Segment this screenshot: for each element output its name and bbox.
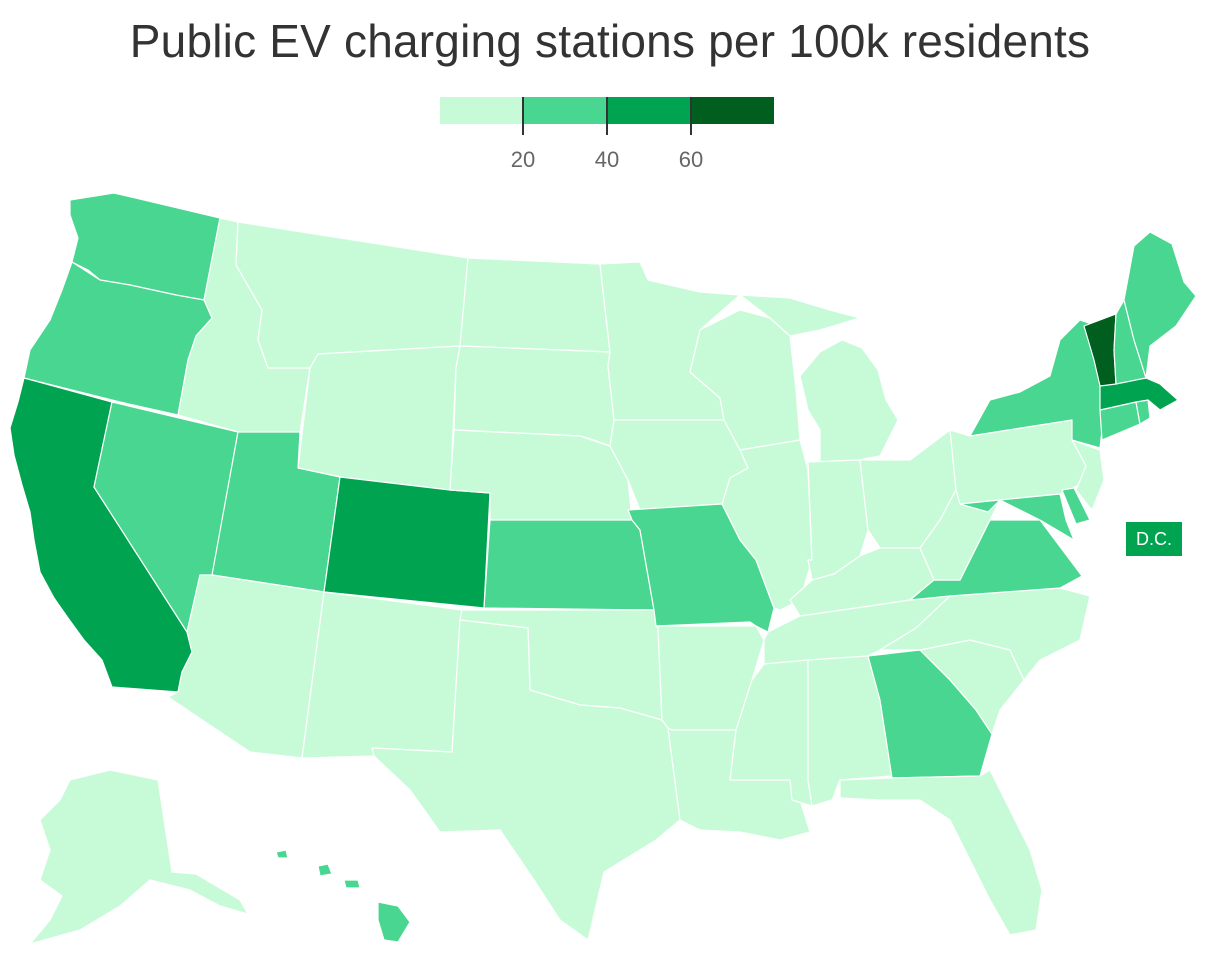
state-ak[interactable]	[29, 769, 249, 945]
state-co[interactable]	[323, 476, 491, 609]
legend-tick-20	[522, 97, 524, 135]
color-legend: 20 40 60	[440, 97, 774, 177]
legend-bin-40-60	[607, 97, 691, 124]
map-title: Public EV charging stations per 100k res…	[129, 15, 1091, 67]
state-de[interactable]	[1061, 487, 1091, 525]
state-ks[interactable]	[483, 519, 655, 611]
legend-tick-60	[690, 97, 692, 135]
state-mt[interactable]	[235, 221, 469, 369]
legend-bin-20-40	[523, 97, 607, 124]
legend-label-60: 60	[678, 147, 704, 172]
state-ma[interactable]	[1099, 377, 1179, 411]
state-hi[interactable]	[275, 849, 411, 943]
legend-bin-60-plus	[691, 97, 774, 124]
legend-label-20: 20	[510, 147, 536, 172]
state-nj[interactable]	[1071, 439, 1105, 511]
legend-tick-40	[606, 97, 608, 135]
state-fl[interactable]	[839, 769, 1043, 936]
legend-bin-0-20	[440, 97, 523, 124]
state-me[interactable]	[1123, 231, 1197, 379]
state-mi[interactable]	[739, 294, 899, 463]
dc-badge[interactable]: D.C.	[1126, 522, 1182, 556]
state-nd[interactable]	[459, 257, 611, 353]
us-states-map	[9, 192, 1197, 945]
state-md[interactable]	[959, 493, 1075, 541]
state-nm[interactable]	[301, 591, 463, 759]
state-tx[interactable]	[371, 619, 681, 941]
legend-label-40: 40	[594, 147, 620, 172]
